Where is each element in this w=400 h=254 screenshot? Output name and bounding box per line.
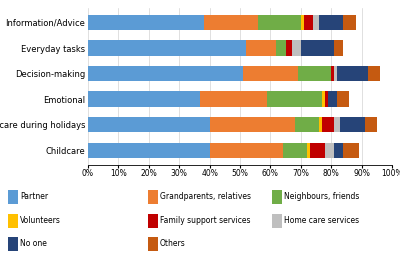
Bar [258, 15, 301, 30]
Bar [286, 40, 292, 56]
Bar [310, 142, 325, 158]
Bar [334, 40, 343, 56]
Bar [304, 15, 313, 30]
Bar [88, 15, 204, 30]
Bar [334, 66, 337, 81]
Bar [200, 91, 267, 107]
Bar [301, 15, 304, 30]
Bar [322, 117, 334, 132]
Bar [337, 91, 350, 107]
Bar [88, 66, 243, 81]
Bar [334, 142, 343, 158]
Bar [343, 142, 358, 158]
Bar [337, 66, 368, 81]
Bar [246, 40, 276, 56]
Bar [282, 142, 307, 158]
Bar [343, 15, 356, 30]
Bar [368, 66, 380, 81]
Bar [325, 142, 334, 158]
Bar [331, 66, 334, 81]
Bar [267, 91, 322, 107]
Bar [295, 117, 319, 132]
Bar [365, 117, 377, 132]
Bar [210, 117, 295, 132]
Bar [210, 142, 282, 158]
Bar [325, 91, 328, 107]
Text: Family support services: Family support services [160, 216, 250, 226]
Bar [243, 66, 298, 81]
Bar [340, 117, 365, 132]
Bar [88, 142, 210, 158]
Text: No one: No one [20, 239, 47, 248]
Bar [322, 91, 325, 107]
Bar [292, 40, 301, 56]
Bar [298, 66, 331, 81]
Bar [301, 40, 334, 56]
Bar [328, 91, 337, 107]
Bar [307, 142, 310, 158]
Bar [88, 40, 246, 56]
Bar [319, 117, 322, 132]
Text: Volunteers: Volunteers [20, 216, 61, 226]
Text: Others: Others [160, 239, 186, 248]
Text: Neighbours, friends: Neighbours, friends [284, 192, 359, 201]
Text: Home care services: Home care services [284, 216, 359, 226]
Bar [276, 40, 286, 56]
Bar [88, 117, 210, 132]
Bar [334, 117, 340, 132]
Bar [319, 15, 343, 30]
Bar [313, 15, 319, 30]
Bar [88, 91, 200, 107]
Text: Grandparents, relatives: Grandparents, relatives [160, 192, 251, 201]
Bar [204, 15, 258, 30]
Text: Partner: Partner [20, 192, 48, 201]
